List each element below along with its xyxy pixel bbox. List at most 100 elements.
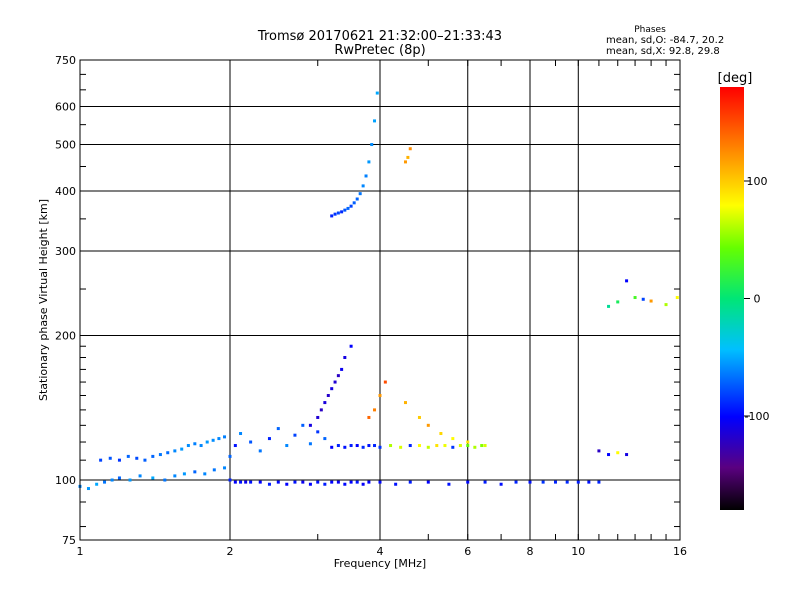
stats-x-line: mean, sd,X: 92.8, 29.8 — [606, 46, 720, 57]
data-point — [406, 155, 410, 159]
data-point — [343, 208, 347, 212]
x-tick-label: 16 — [673, 545, 687, 558]
axis-ticks: 1 2 4 6 8 10 16 75 100 200 300 400 500 600 750 — [55, 54, 687, 558]
chart-subtitle: RwPretec (8p) — [334, 43, 425, 58]
x-tick-label: 10 — [571, 545, 585, 558]
data-point — [451, 445, 455, 449]
data-point — [180, 447, 184, 451]
data-point — [480, 444, 484, 448]
data-point — [528, 480, 532, 484]
data-point — [403, 160, 407, 164]
data-point — [466, 480, 470, 484]
data-point — [394, 482, 398, 486]
data-point — [117, 476, 121, 480]
data-point — [308, 482, 312, 486]
data-point — [373, 444, 377, 448]
data-point — [664, 303, 668, 307]
colorbar-label: [deg] — [718, 71, 753, 86]
stats-o-line: mean, sd,O: -84.7, 20.2 — [606, 35, 724, 46]
data-point — [108, 456, 112, 460]
data-point — [239, 480, 243, 484]
data-point — [343, 445, 347, 449]
data-point — [86, 487, 90, 491]
data-point — [367, 480, 371, 484]
x-tick-label: 4 — [377, 545, 384, 558]
chart-title: Tromsø 20170621 21:32:00–21:33:43 — [257, 29, 502, 44]
data-point — [128, 478, 132, 482]
data-point — [466, 440, 470, 444]
data-point — [249, 440, 253, 444]
data-point — [466, 444, 470, 448]
data-point — [361, 445, 365, 449]
data-point — [483, 444, 487, 448]
data-point — [211, 438, 215, 442]
data-point — [316, 430, 320, 434]
data-point — [233, 444, 237, 448]
data-point — [143, 458, 147, 462]
data-point — [576, 480, 580, 484]
data-point — [126, 454, 130, 458]
data-point — [355, 480, 359, 484]
colorbar-tick-label: -100 — [745, 410, 770, 423]
data-point — [625, 453, 629, 457]
data-point — [373, 119, 377, 123]
data-point — [361, 482, 365, 486]
data-point — [212, 468, 216, 472]
data-point — [553, 480, 557, 484]
data-point — [473, 445, 477, 449]
data-point — [330, 214, 334, 218]
data-point — [616, 300, 620, 304]
colorbar-tick-label: 0 — [754, 293, 761, 306]
x-tick-label: 1 — [77, 545, 84, 558]
data-point — [308, 442, 312, 446]
data-point — [193, 442, 197, 446]
data-point — [330, 445, 334, 449]
data-point — [408, 147, 412, 151]
data-point — [607, 304, 611, 308]
data-point — [244, 480, 248, 484]
data-point — [151, 454, 155, 458]
data-point — [447, 482, 451, 486]
data-point — [375, 91, 379, 95]
data-point — [417, 444, 421, 448]
data-point — [367, 415, 371, 419]
data-point — [301, 423, 305, 427]
data-point — [326, 394, 330, 398]
data-point — [499, 482, 503, 486]
data-point — [355, 444, 359, 448]
data-point — [358, 192, 362, 196]
data-point — [228, 478, 232, 482]
data-point — [249, 480, 253, 484]
data-point — [316, 415, 320, 419]
data-point — [228, 454, 232, 458]
data-point — [110, 478, 114, 482]
data-point — [203, 472, 207, 476]
data-point — [151, 476, 155, 480]
data-point — [367, 444, 371, 448]
data-point — [173, 474, 177, 478]
data-point — [435, 444, 439, 448]
data-point — [223, 466, 227, 470]
data-point — [163, 478, 167, 482]
data-point — [408, 480, 412, 484]
data-point — [361, 184, 365, 188]
data-point — [103, 480, 107, 484]
data-point — [323, 482, 327, 486]
data-point — [587, 480, 591, 484]
data-point — [285, 482, 289, 486]
data-point — [193, 470, 197, 474]
data-point — [336, 374, 340, 378]
grid — [80, 60, 680, 540]
data-point — [199, 444, 203, 448]
data-point — [267, 437, 271, 441]
data-point — [166, 451, 170, 455]
data-point — [343, 355, 347, 359]
data-point — [293, 433, 297, 437]
data-point — [99, 458, 103, 462]
data-point — [346, 206, 350, 210]
data-point — [597, 449, 601, 453]
data-point — [373, 408, 377, 412]
data-point — [417, 415, 421, 419]
y-tick-label: 600 — [55, 101, 76, 114]
